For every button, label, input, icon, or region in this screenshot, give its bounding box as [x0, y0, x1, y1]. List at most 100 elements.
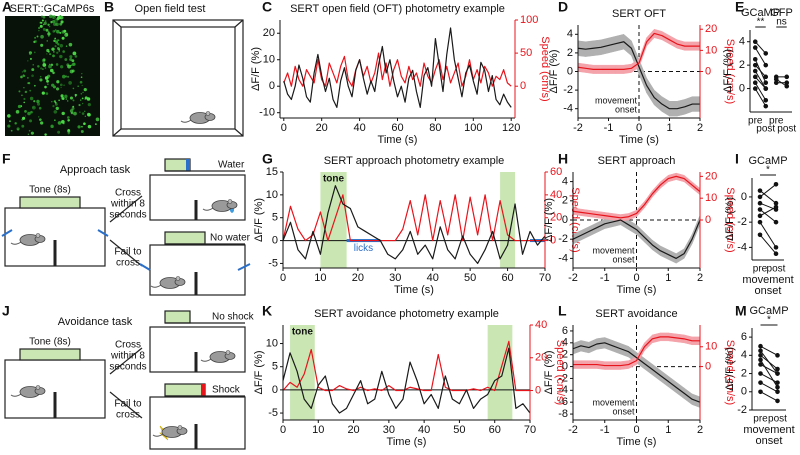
- cell: [60, 65, 64, 69]
- mouse-tail: [10, 393, 22, 397]
- cell: [39, 118, 42, 121]
- cell: [75, 95, 77, 98]
- y-tick-label: 2: [562, 349, 568, 361]
- post-dot: [763, 86, 769, 91]
- y2-tick-label: 0: [535, 384, 541, 396]
- panel-title: SERT::GCaMP6s: [10, 3, 95, 15]
- cell: [74, 93, 78, 97]
- x-tick-label: 40: [427, 272, 439, 284]
- pair-line: [754, 76, 767, 89]
- pre-dot: [773, 80, 779, 86]
- panel-letter: I: [735, 151, 739, 167]
- post-dot: [763, 62, 769, 68]
- tone-shade: [500, 172, 516, 268]
- mouse-tail: [180, 119, 192, 123]
- cell: [29, 89, 32, 92]
- bar-label: licks: [354, 243, 373, 254]
- cell: [79, 99, 82, 101]
- panel-title: Avoidance task: [58, 316, 133, 328]
- panel-letter: M: [735, 303, 747, 319]
- mouse-ear: [35, 233, 41, 238]
- cell: [41, 91, 45, 95]
- chart-title: SERT approach photometry example: [324, 155, 505, 167]
- cell: [45, 28, 49, 32]
- cell: [48, 64, 52, 69]
- x-axis-label: onset: [756, 435, 783, 447]
- y2-axis-label: Speed (cm/s): [724, 187, 736, 252]
- y-tick-label: 2: [741, 367, 747, 379]
- cell: [57, 130, 61, 134]
- panel-letter: H: [558, 151, 568, 167]
- cell: [53, 39, 56, 43]
- pair-line: [754, 64, 767, 78]
- cell: [57, 15, 61, 20]
- cell: [53, 50, 55, 53]
- x-tick-label: 60: [501, 272, 513, 284]
- cell: [56, 51, 59, 54]
- y-tick-label: 4: [739, 36, 745, 48]
- cell: [55, 22, 59, 27]
- cell: [27, 60, 29, 62]
- cell: [67, 100, 69, 102]
- cell: [43, 24, 45, 26]
- cell: [95, 123, 97, 125]
- post-dot: [773, 219, 779, 225]
- cell: [72, 62, 76, 66]
- x-axis-label: Time (s): [617, 284, 657, 296]
- cell: [21, 94, 23, 97]
- cell: [52, 17, 55, 19]
- y2-axis-label: Speed (cm/s): [554, 340, 566, 405]
- cell: [38, 106, 42, 110]
- pre-dot: [758, 389, 763, 395]
- trace: [572, 219, 701, 259]
- panel-letter: L: [558, 303, 567, 319]
- y2-axis-label: Speed (cm/s): [724, 39, 736, 104]
- cell: [46, 40, 49, 42]
- cell: [59, 54, 63, 59]
- pre-dot: [758, 348, 763, 354]
- cell: [55, 106, 59, 111]
- pre-dot: [757, 213, 763, 219]
- cell: [9, 120, 11, 123]
- significance-label: *: [766, 165, 770, 176]
- x-tick-label: 0: [633, 424, 639, 436]
- cell: [40, 67, 43, 70]
- cell: [20, 75, 23, 79]
- panel-letter: E: [735, 0, 744, 15]
- group-label: GCaMP: [741, 7, 780, 19]
- cell: [71, 106, 75, 110]
- post-dot: [763, 103, 769, 109]
- cell: [40, 121, 44, 125]
- cross-label: within 8: [110, 199, 145, 210]
- annotation: onset: [615, 104, 638, 114]
- cell: [34, 36, 36, 39]
- cell: [48, 31, 50, 33]
- cell: [67, 75, 70, 78]
- x-axis-label: Time (s): [617, 436, 657, 448]
- y-axis-label: ΔF/F (%): [253, 350, 265, 394]
- mouse-tail: [152, 433, 164, 437]
- trace: [572, 175, 701, 219]
- chart-title: SERT approach: [598, 155, 676, 167]
- pre-dot: [757, 188, 763, 193]
- x-tick-label: -1: [604, 122, 614, 134]
- cell: [82, 102, 84, 105]
- y2-axis-label: Speed (cm/s): [724, 340, 736, 405]
- x-tick-label: 70: [539, 272, 551, 284]
- panel-letter: D: [558, 0, 568, 15]
- mouse-icon: [10, 233, 46, 246]
- cell: [56, 29, 60, 34]
- post-dot: [784, 74, 790, 80]
- panel-letter: B: [104, 0, 114, 15]
- post-dot: [775, 398, 780, 404]
- cell: [42, 27, 46, 31]
- cell: [52, 54, 55, 58]
- x-tick-label: 0: [636, 122, 642, 134]
- y-tick-label: -2: [737, 216, 747, 228]
- y-tick-label: 5: [272, 212, 278, 224]
- cell: [54, 45, 57, 48]
- trace: [573, 336, 700, 367]
- y-tick-label: 15: [266, 166, 278, 178]
